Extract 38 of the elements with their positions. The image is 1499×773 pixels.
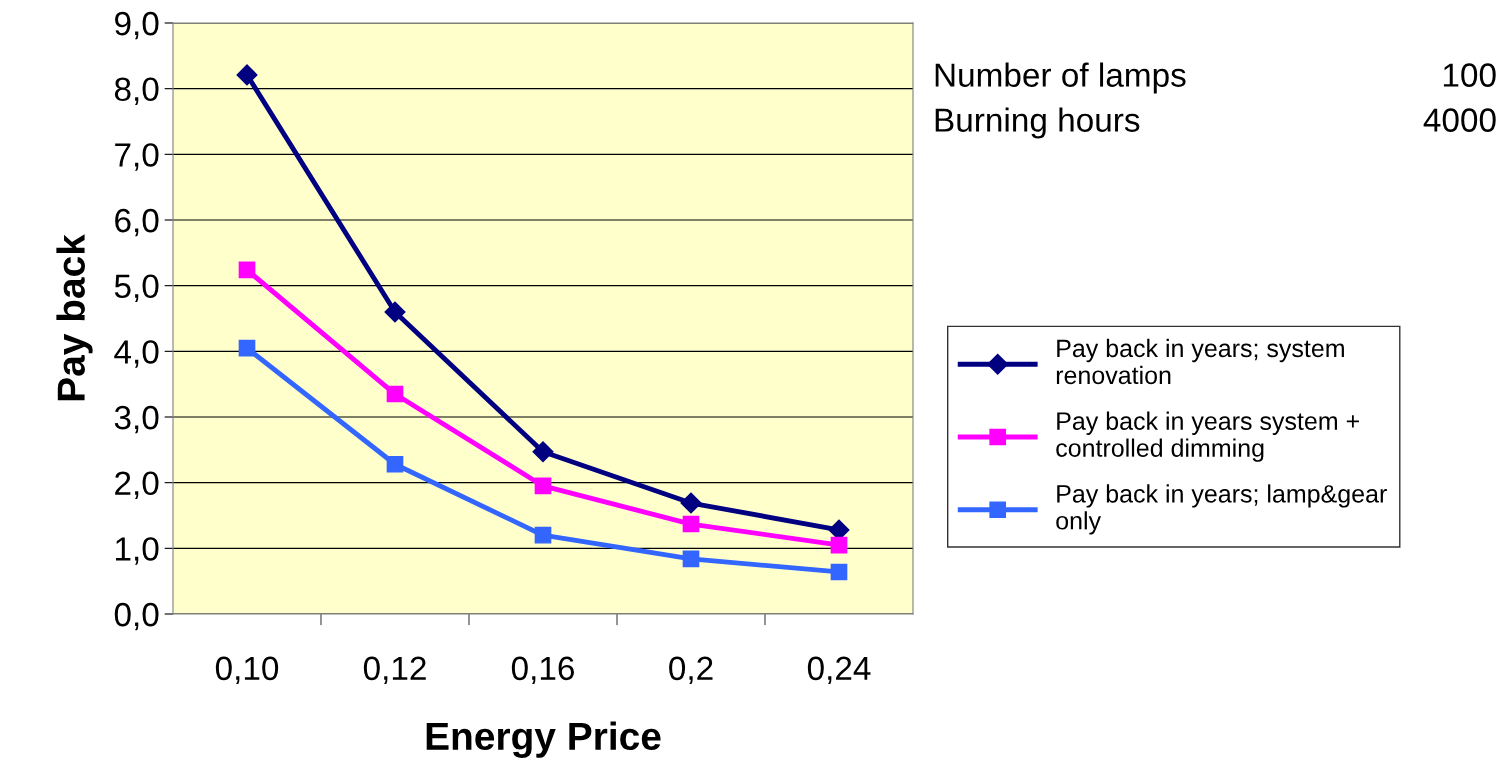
text: Number of lamps (935, 62, 1186, 94)
y-tick-label: 2,0 (115, 471, 159, 500)
y-tick-label: 1,0 (116, 537, 159, 565)
point (238, 339, 256, 357)
x-tick-label: 0,12 (363, 656, 426, 685)
x-tick-label: 0,2 (669, 656, 713, 685)
point (534, 526, 552, 544)
point (830, 536, 848, 554)
legend-label: Pay back in years system + controlled dimming (1056, 411, 1359, 462)
point (534, 477, 552, 495)
x-axis-title: Energy Price (426, 721, 661, 758)
point (384, 301, 406, 323)
x-tick-label: 0,10 (215, 656, 279, 685)
y-tick-label: 7,0 (115, 143, 159, 171)
point (682, 550, 700, 568)
y-tick-label: 9,0 (115, 11, 159, 40)
y-tick-label: 3,0 (114, 405, 159, 434)
point (238, 261, 256, 279)
y-tick-label: 8,0 (114, 77, 159, 106)
y-tick-label: 5,0 (114, 274, 159, 303)
point (386, 385, 404, 403)
point (682, 515, 700, 533)
point (830, 563, 848, 581)
point (680, 492, 702, 514)
point (532, 441, 554, 463)
text: 4000 (1423, 108, 1496, 132)
text: Burning hours (935, 107, 1140, 139)
y-tick-label: 4,0 (114, 340, 159, 368)
text: 100 (1443, 63, 1496, 87)
x-tick-label: 0,16 (511, 656, 574, 685)
point (386, 455, 404, 473)
legend-label: Pay back in years; system renovation (1056, 338, 1344, 385)
y-tick-label: 0,0 (114, 602, 159, 631)
legend-label: Pay back in years; lamp&gear only (1056, 484, 1387, 535)
y-axis-title: Pay back (56, 234, 93, 401)
y-tick-label: 6,0 (115, 208, 159, 237)
point (236, 64, 258, 86)
x-tick-label: 0,24 (807, 656, 871, 685)
